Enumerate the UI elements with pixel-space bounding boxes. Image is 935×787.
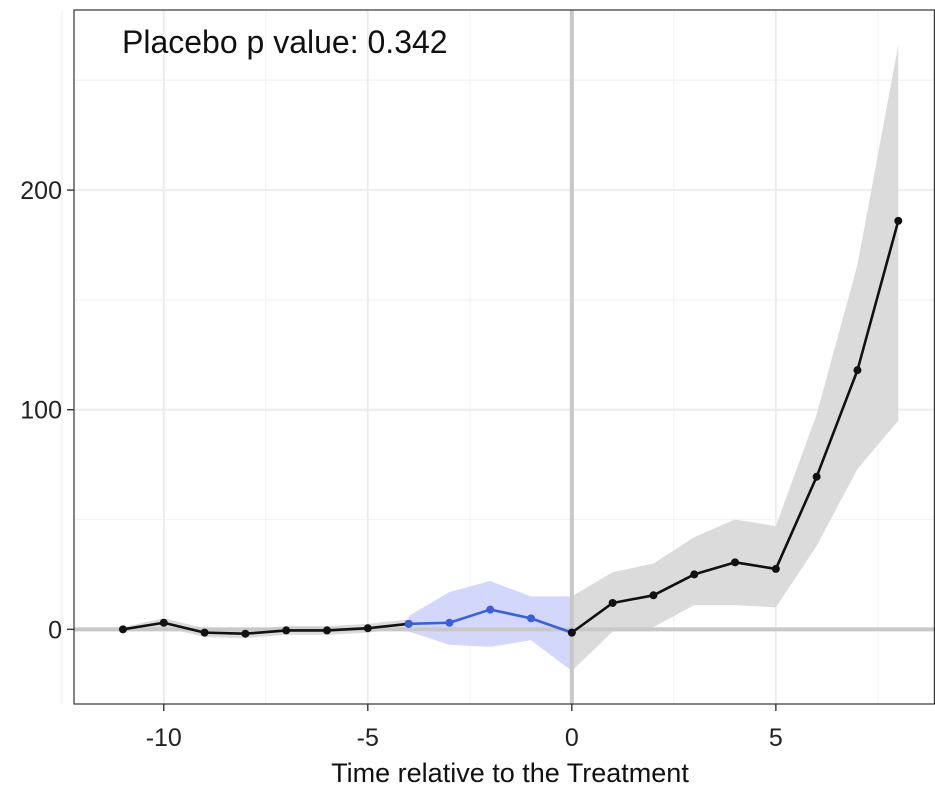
estimate-data-point: [241, 629, 250, 638]
estimate-data-point: [322, 626, 331, 635]
placebo-data-point: [527, 614, 536, 623]
placebo-p-value-annotation: Placebo p value: 0.342: [122, 24, 448, 60]
estimate-data-point: [608, 598, 617, 607]
y-tick-label: 200: [20, 177, 62, 205]
estimate-data-point: [200, 628, 209, 637]
placebo-data-point: [486, 605, 495, 614]
estimate-data-point: [118, 625, 127, 634]
y-tick-label: 0: [48, 616, 62, 644]
x-axis-title: Time relative to the Treatment: [331, 758, 689, 787]
estimate-data-point: [853, 366, 862, 375]
estimate-data-point: [731, 558, 740, 567]
x-tick-label: 5: [769, 724, 783, 752]
estimate-data-point: [363, 624, 372, 633]
estimate-data-point: [282, 626, 291, 635]
data-point-layer: [118, 216, 903, 638]
estimate-data-point: [690, 570, 699, 579]
x-tick-label: -5: [357, 724, 379, 752]
estimate-data-point: [894, 216, 903, 225]
estimate-data-point: [812, 472, 821, 481]
reference-line-layer: [74, 10, 935, 704]
estimate-data-point: [649, 591, 658, 600]
placebo-confidence-band: [408, 581, 572, 672]
estimate-data-point: [567, 628, 576, 637]
estimate-data-point: [159, 618, 168, 627]
estimate-series-line: [122, 621, 409, 636]
x-tick-label: -10: [146, 724, 182, 752]
placebo-data-point: [404, 619, 413, 628]
placebo-data-point: [445, 618, 454, 627]
estimate-data-point: [771, 564, 780, 573]
x-tick-label: 0: [565, 724, 579, 752]
confidence-band: [571, 45, 899, 672]
panel-border: [73, 9, 935, 705]
y-tick-label: 100: [20, 397, 62, 425]
